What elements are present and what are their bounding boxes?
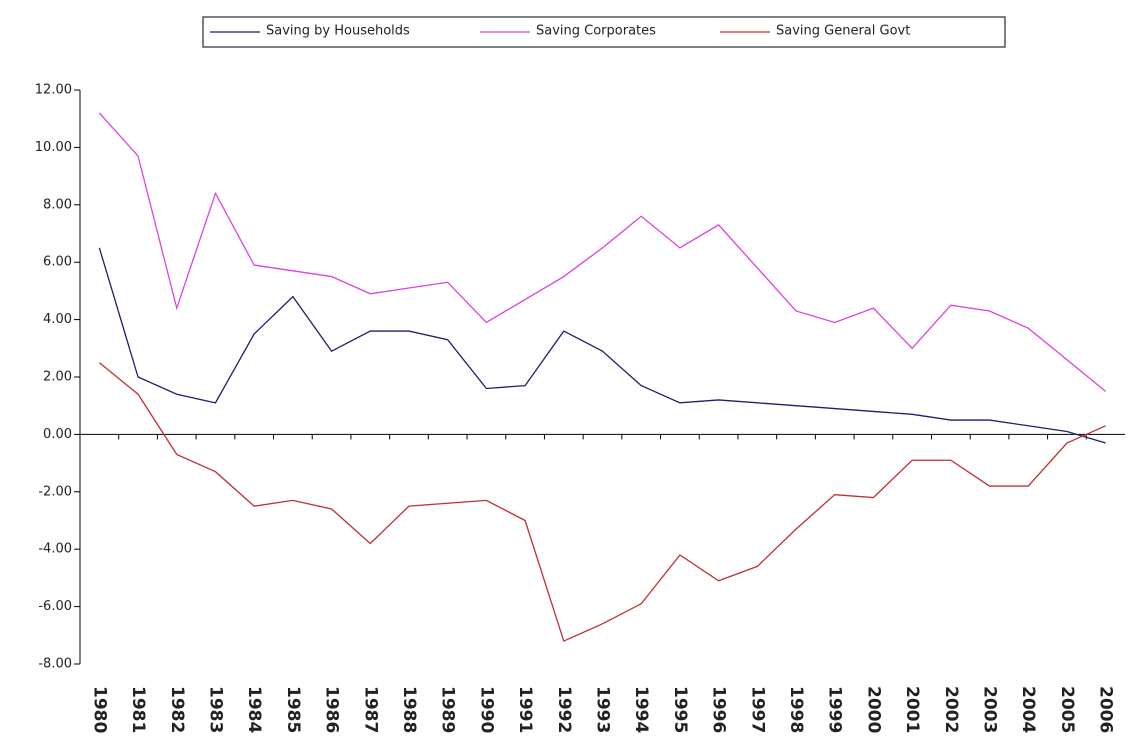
x-tick-label: 1993	[593, 686, 613, 733]
y-tick-label: -2.00	[38, 484, 72, 499]
y-tick-label: 4.00	[43, 312, 72, 327]
y-tick-label: 12.00	[35, 83, 72, 98]
x-tick-label: 1997	[747, 686, 767, 733]
x-tick-label: 1989	[438, 686, 458, 733]
x-tick-label: 2006	[1096, 686, 1116, 733]
x-tick-label: 1992	[554, 686, 574, 733]
x-tick-label: 2005	[1057, 686, 1077, 733]
x-tick-label: 1995	[670, 686, 690, 733]
y-tick-label: 0.00	[43, 427, 72, 442]
x-tick-label: 2001	[902, 686, 922, 733]
x-tick-label: 1986	[322, 686, 342, 733]
x-tick-label: 1985	[283, 686, 303, 733]
y-tick-label: 8.00	[43, 197, 72, 212]
x-tick-label: 1988	[399, 686, 419, 733]
x-tick-label: 1982	[167, 686, 187, 733]
legend-box	[202, 16, 1006, 48]
x-tick-label: 2002	[941, 686, 961, 733]
x-tick-label: 1983	[205, 686, 225, 733]
x-tick-label: 1980	[89, 686, 109, 733]
y-tick-label: -4.00	[38, 542, 72, 557]
x-tick-label: 1984	[244, 686, 264, 733]
legend: Saving by Households Saving Corporates Sav…	[210, 24, 910, 39]
x-tick-label: 1987	[360, 686, 380, 733]
x-tick-label: 2000	[863, 686, 883, 733]
y-tick-label: 2.00	[43, 370, 72, 385]
x-tick-label: 1999	[825, 686, 845, 733]
x-tick-label: 1990	[476, 686, 496, 733]
legend-label: Saving Corporates	[536, 24, 656, 39]
y-tick-label: 6.00	[43, 255, 72, 270]
series-line	[98, 362, 1106, 642]
x-tick-label: 1994	[631, 686, 651, 733]
x-tick-label: 1996	[709, 686, 729, 733]
series-line	[98, 247, 1106, 444]
legend-label: Saving by Households	[266, 24, 410, 39]
series-line	[98, 112, 1107, 392]
x-tick-label: 1991	[515, 686, 535, 733]
x-tick-label: 1981	[128, 686, 148, 733]
y-tick-label: -6.00	[38, 599, 72, 614]
x-tick-label: 2003	[980, 686, 1000, 733]
x-tick-label: 2004	[1018, 686, 1038, 733]
legend-label: Saving General Govt	[776, 24, 910, 39]
y-tick-label: -8.00	[38, 657, 72, 672]
y-tick-label: 10.00	[35, 140, 72, 155]
x-tick-label: 1998	[786, 686, 806, 733]
